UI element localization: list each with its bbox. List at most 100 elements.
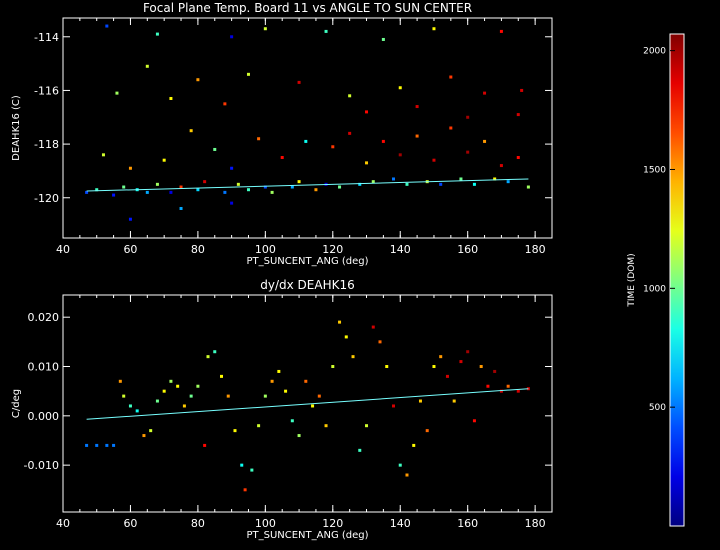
data-point — [358, 182, 362, 186]
y-tick-label: -120 — [34, 192, 59, 205]
data-point — [240, 463, 244, 467]
x-tick-label: 180 — [525, 243, 546, 256]
data-point — [280, 156, 284, 160]
data-point — [236, 182, 240, 186]
colorbar-gradient — [670, 34, 684, 526]
data-point — [405, 182, 409, 186]
data-point — [233, 429, 237, 433]
data-point — [122, 185, 126, 189]
data-point — [112, 443, 116, 447]
data-point — [257, 137, 261, 141]
data-point — [311, 404, 315, 408]
data-point — [331, 365, 335, 369]
data-point — [85, 190, 89, 194]
data-point — [135, 409, 139, 413]
data-point — [128, 217, 132, 221]
data-point — [101, 153, 105, 157]
data-point — [398, 463, 402, 467]
x-tick-label: 40 — [56, 517, 70, 530]
data-point — [358, 448, 362, 452]
x-tick-label: 80 — [191, 243, 205, 256]
data-point — [220, 374, 224, 378]
x-tick-label: 120 — [322, 517, 343, 530]
data-point — [493, 177, 497, 181]
data-point — [263, 394, 267, 398]
data-point — [182, 404, 186, 408]
data-point — [381, 139, 385, 143]
data-point — [169, 96, 173, 100]
chart-title: dy/dx DEAHK16 — [260, 278, 355, 292]
y-tick-label: 0.020 — [28, 311, 60, 324]
data-point — [324, 29, 328, 33]
data-point — [176, 384, 180, 388]
data-point — [196, 384, 200, 388]
data-point — [526, 185, 530, 189]
data-point — [128, 404, 132, 408]
data-point — [466, 115, 470, 119]
data-point — [270, 379, 274, 383]
x-tick-label: 160 — [457, 517, 478, 530]
data-point — [297, 80, 301, 84]
data-point — [385, 365, 389, 369]
data-point — [304, 379, 308, 383]
data-point — [142, 434, 146, 438]
data-point — [284, 389, 288, 393]
data-point — [371, 180, 375, 184]
data-point — [398, 86, 402, 90]
data-point — [314, 188, 318, 192]
data-point — [348, 131, 352, 135]
data-point — [483, 91, 487, 95]
data-point — [162, 389, 166, 393]
data-point — [324, 424, 328, 428]
data-point — [506, 180, 510, 184]
data-point — [246, 72, 250, 76]
data-point — [365, 424, 369, 428]
data-point — [418, 399, 422, 403]
data-point — [230, 201, 234, 205]
data-point — [169, 190, 173, 194]
data-point — [297, 434, 301, 438]
data-point — [169, 379, 173, 383]
x-tick-label: 40 — [56, 243, 70, 256]
x-tick-label: 140 — [390, 517, 411, 530]
colorbar-frame — [669, 33, 685, 527]
data-point — [196, 78, 200, 82]
data-point — [449, 75, 453, 79]
data-point — [250, 468, 254, 472]
y-tick-label: 0.000 — [28, 410, 60, 423]
data-point — [415, 134, 419, 138]
panel-0: 40 60 80 100 120 140 160 180 -120 -118 -116 -114 Foc… — [11, 1, 553, 267]
data-point — [189, 394, 193, 398]
data-point — [516, 389, 520, 393]
plot-frame — [62, 17, 553, 239]
data-point — [499, 29, 503, 33]
data-point — [459, 360, 463, 364]
data-point — [365, 110, 369, 114]
y-axis-label: C/deg — [11, 389, 22, 418]
data-point — [371, 325, 375, 329]
data-point — [304, 139, 308, 143]
data-point — [439, 355, 443, 359]
x-tick-label: 120 — [322, 243, 343, 256]
data-point — [155, 182, 159, 186]
data-point — [230, 35, 234, 39]
data-point — [223, 190, 227, 194]
data-point — [263, 185, 267, 189]
data-point — [516, 156, 520, 160]
data-point — [162, 158, 166, 162]
data-point — [398, 153, 402, 157]
data-point — [277, 369, 281, 373]
colorbar-tick-label: 500 — [649, 403, 666, 413]
x-axis-label: PT_SUNCENT_ANG (deg) — [246, 530, 368, 541]
y-tick-label: -118 — [34, 138, 59, 151]
data-point — [179, 185, 183, 189]
data-point — [226, 394, 230, 398]
data-point — [149, 429, 153, 433]
x-tick-label: 180 — [525, 517, 546, 530]
colorbar-tick-label: 2000 — [643, 47, 666, 57]
data-point — [432, 158, 436, 162]
colorbar-label: TIME (DOM) — [627, 253, 637, 307]
data-point — [203, 180, 207, 184]
plot-frame — [62, 294, 553, 513]
x-tick-label: 60 — [123, 517, 137, 530]
